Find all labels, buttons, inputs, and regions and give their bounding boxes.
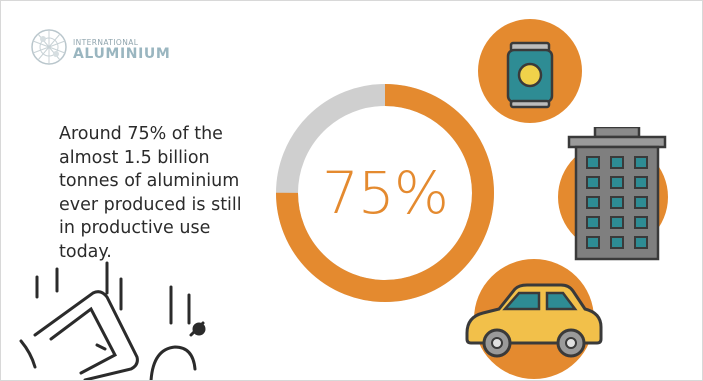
can-icon	[478, 19, 582, 123]
logo-line-aluminium: ALUMINIUM	[73, 46, 171, 62]
logo-line-international: INTERNATIONAL	[73, 38, 139, 47]
building-icon	[558, 127, 668, 261]
globe-logo-icon	[31, 29, 67, 65]
claim-text: Around 75% of the almost 1.5 billion ton…	[59, 124, 242, 262]
percentage-donut: 75%	[269, 77, 501, 309]
donut-fill-arc	[276, 84, 494, 302]
donut-percent-label: 75%	[322, 159, 449, 227]
car-icon	[465, 259, 603, 379]
donut-ring	[276, 84, 494, 302]
window-frame-icon	[19, 261, 191, 380]
pan-icon	[149, 321, 206, 380]
international-aluminium-logo: INTERNATIONAL ALUMINIUM	[29, 27, 179, 71]
